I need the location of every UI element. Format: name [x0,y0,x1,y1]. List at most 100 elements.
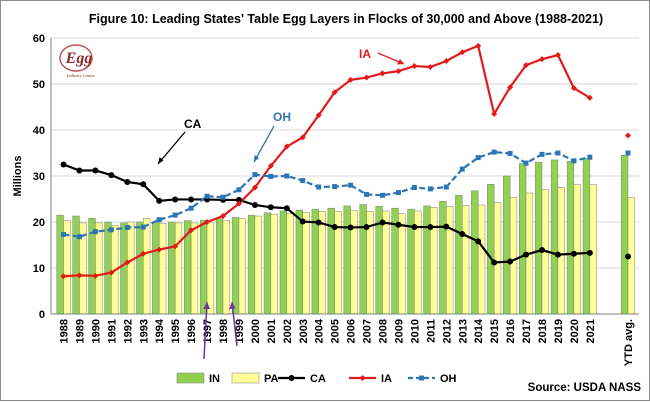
x-tick-1990: 1990 [90,319,102,343]
bar-pa-2015 [493,202,502,315]
x-tick-1999: 1999 [234,319,246,343]
point-oh-2004 [316,184,322,190]
point-oh-2012 [443,184,449,190]
x-tick-2000: 2000 [250,319,262,343]
bar-in-2019 [550,159,559,315]
y-tick-30: 30 [33,171,45,183]
bar-pa-1993 [143,218,151,315]
bar-in-2011 [423,205,431,315]
legend-marker-ia [359,375,366,381]
point-ca-1991 [108,172,115,179]
x-tick-2014: 2014 [473,318,485,343]
bar-in-2002 [279,210,288,315]
point-ia-2000 [251,184,258,191]
point-ca-1989 [76,167,83,174]
point-ia-1988 [60,273,67,280]
point-ia-1997 [204,219,211,225]
y-tick-50: 50 [33,79,45,91]
point-oh-2010 [411,185,417,190]
point-oh-2009 [395,190,401,196]
point-ia-1992 [124,259,131,266]
point-ia-ytd-avg [625,132,631,139]
legend-marker-ca [288,375,295,381]
point-ia-2007 [363,74,370,81]
point-ia-2010 [411,63,418,70]
point-ca-1994 [156,197,163,204]
logo-subtext: Industry Center [67,73,96,78]
point-ia-2015 [491,110,498,117]
x-tick-labels: 1988 1989 1990 1991 1992 1993 1994 1995 1996 1997… [59,318,636,366]
point-ca-1988 [60,161,67,168]
point-ca-2002 [283,205,290,212]
bar-in-2013 [455,195,463,315]
point-ia-1991 [108,269,115,276]
x-tick-2019: 2019 [553,319,565,343]
point-ia-2014 [475,42,482,49]
point-ca-1990 [92,167,99,174]
bar-pa-2003 [302,212,310,315]
point-ca-2008 [379,219,386,226]
point-ia-2016 [507,84,514,91]
point-oh-1999 [236,187,242,193]
annotation-ca: CA [157,117,202,165]
point-oh-2020 [571,158,577,164]
point-ia-2017 [523,62,530,69]
series-markers [60,42,631,280]
bar-in-2018 [534,161,543,315]
bar-in-1994 [152,221,160,315]
point-oh-2013 [459,166,465,172]
point-oh-2021 [587,154,593,160]
point-oh-1990 [92,229,98,235]
point-ia-2013 [459,49,466,56]
x-tick-1993: 1993 [138,319,150,343]
y-axis-label: Millions [12,156,24,197]
x-tick-1998: 1998 [218,319,230,343]
annotation-ca-arrowhead [158,157,164,164]
point-ca-2016 [507,258,514,265]
bar-in-2005 [327,207,335,315]
point-ia-2004 [315,112,322,119]
bar-in-1988 [56,214,64,315]
annotation-purple-arrows [203,301,238,360]
point-ca-2000 [251,201,258,208]
bar-in-1992 [120,222,128,315]
line-series [63,44,591,278]
point-ca-2007 [363,224,370,231]
y-tick-10: 10 [33,263,45,275]
x-tick-2001: 2001 [266,319,278,343]
point-oh-1998 [220,194,226,200]
bar-in-2003 [295,209,304,315]
point-ia-2009 [395,68,402,75]
line-ia [63,44,591,278]
x-tick-2004: 2004 [314,318,326,343]
logo-word: Egg [65,50,93,67]
x-tick-1992: 1992 [122,319,134,343]
point-oh-1992 [124,225,130,231]
annotation-ia-arrowhead [397,59,404,65]
point-oh-2003 [300,178,306,184]
annotation-oh: OH [253,110,291,163]
bar-in-1989 [72,215,80,315]
bar-pa-2016 [509,196,518,315]
point-ia-1996 [188,227,195,234]
bar-in-2014 [471,190,479,315]
x-tick-2005: 2005 [330,319,342,343]
point-ca-2015 [491,259,498,266]
y-tick-20: 20 [33,217,45,229]
bar-pa-1999 [238,218,246,315]
point-ca-2006 [347,224,354,231]
bar-in-1993 [136,221,144,315]
point-ca-2004 [315,219,322,226]
annotation-ia-label: IA [359,47,371,61]
x-tick-2016: 2016 [505,319,517,343]
x-tick-2017: 2017 [521,319,533,343]
bar-in-2012 [439,201,447,315]
point-ca-1993 [140,181,147,188]
point-ca-2019 [554,251,561,258]
x-tick-1991: 1991 [106,319,118,343]
point-ia-2008 [379,70,386,77]
point-ia-2020 [570,85,577,92]
point-ca-1999 [235,196,242,203]
line-oh [63,150,591,238]
